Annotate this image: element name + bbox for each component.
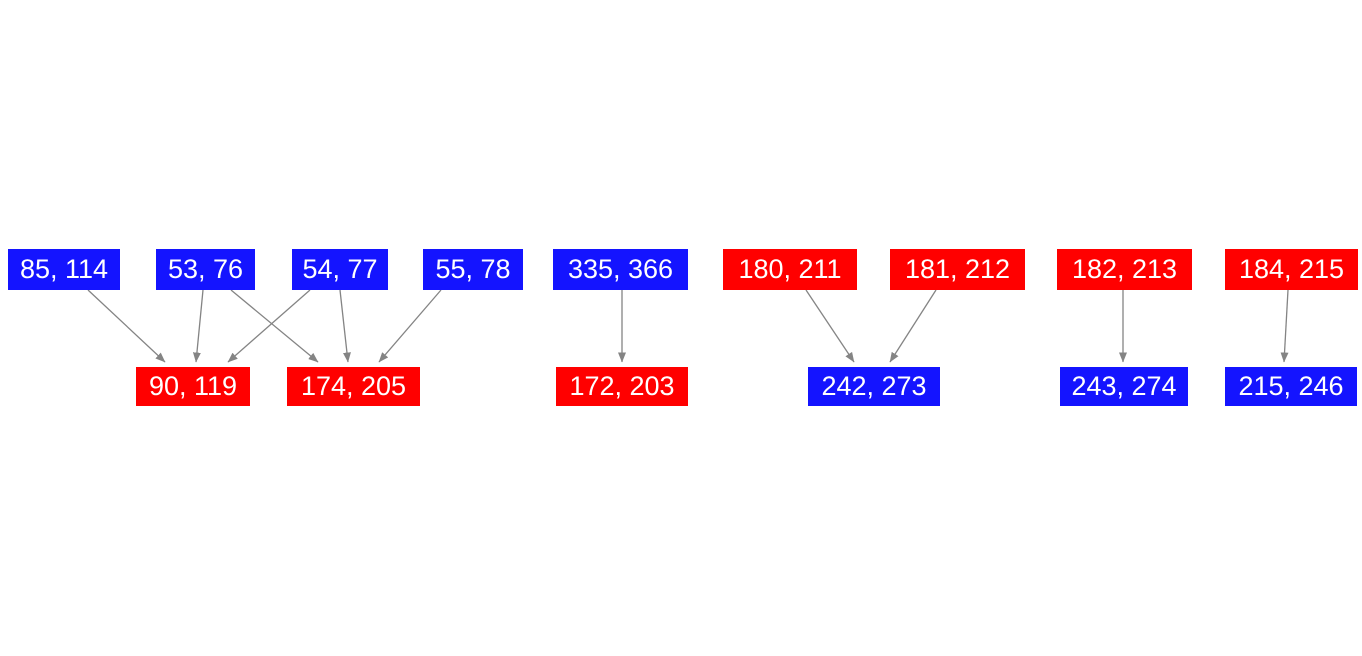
graph-node-n184_215: 184, 215: [1225, 249, 1358, 290]
graph-edge-8: [889, 289, 937, 363]
graph-node-n215_246: 215, 246: [1225, 367, 1357, 406]
graph-node-n243_274: 243, 274: [1060, 367, 1188, 406]
graph-edge-3: [227, 289, 311, 363]
graph-node-n85_114: 85, 114: [8, 249, 120, 290]
graph-edge-10: [1280, 289, 1289, 363]
graph-node-n53_76: 53, 76: [156, 249, 255, 290]
graph-node-n242_273: 242, 273: [808, 367, 940, 406]
graph-node-n335_366: 335, 366: [553, 249, 688, 290]
graph-edge-0: [87, 289, 166, 363]
graph-node-n181_212: 181, 212: [890, 249, 1025, 290]
edges-group: [87, 289, 1289, 363]
graph-edge-5: [378, 289, 442, 363]
graph-node-n54_77: 54, 77: [292, 249, 388, 290]
graph-node-n172_203: 172, 203: [556, 367, 688, 406]
graph-edge-2: [230, 289, 319, 363]
graph-edge-4: [339, 289, 351, 363]
graph-node-n90_119: 90, 119: [136, 367, 250, 406]
graph-node-n174_205: 174, 205: [287, 367, 420, 406]
graph-node-n182_213: 182, 213: [1057, 249, 1192, 290]
graph-edge-7: [805, 289, 855, 363]
graph-node-n55_78: 55, 78: [423, 249, 523, 290]
graph-node-n180_211: 180, 211: [723, 249, 857, 290]
graph-edge-1: [192, 289, 204, 363]
